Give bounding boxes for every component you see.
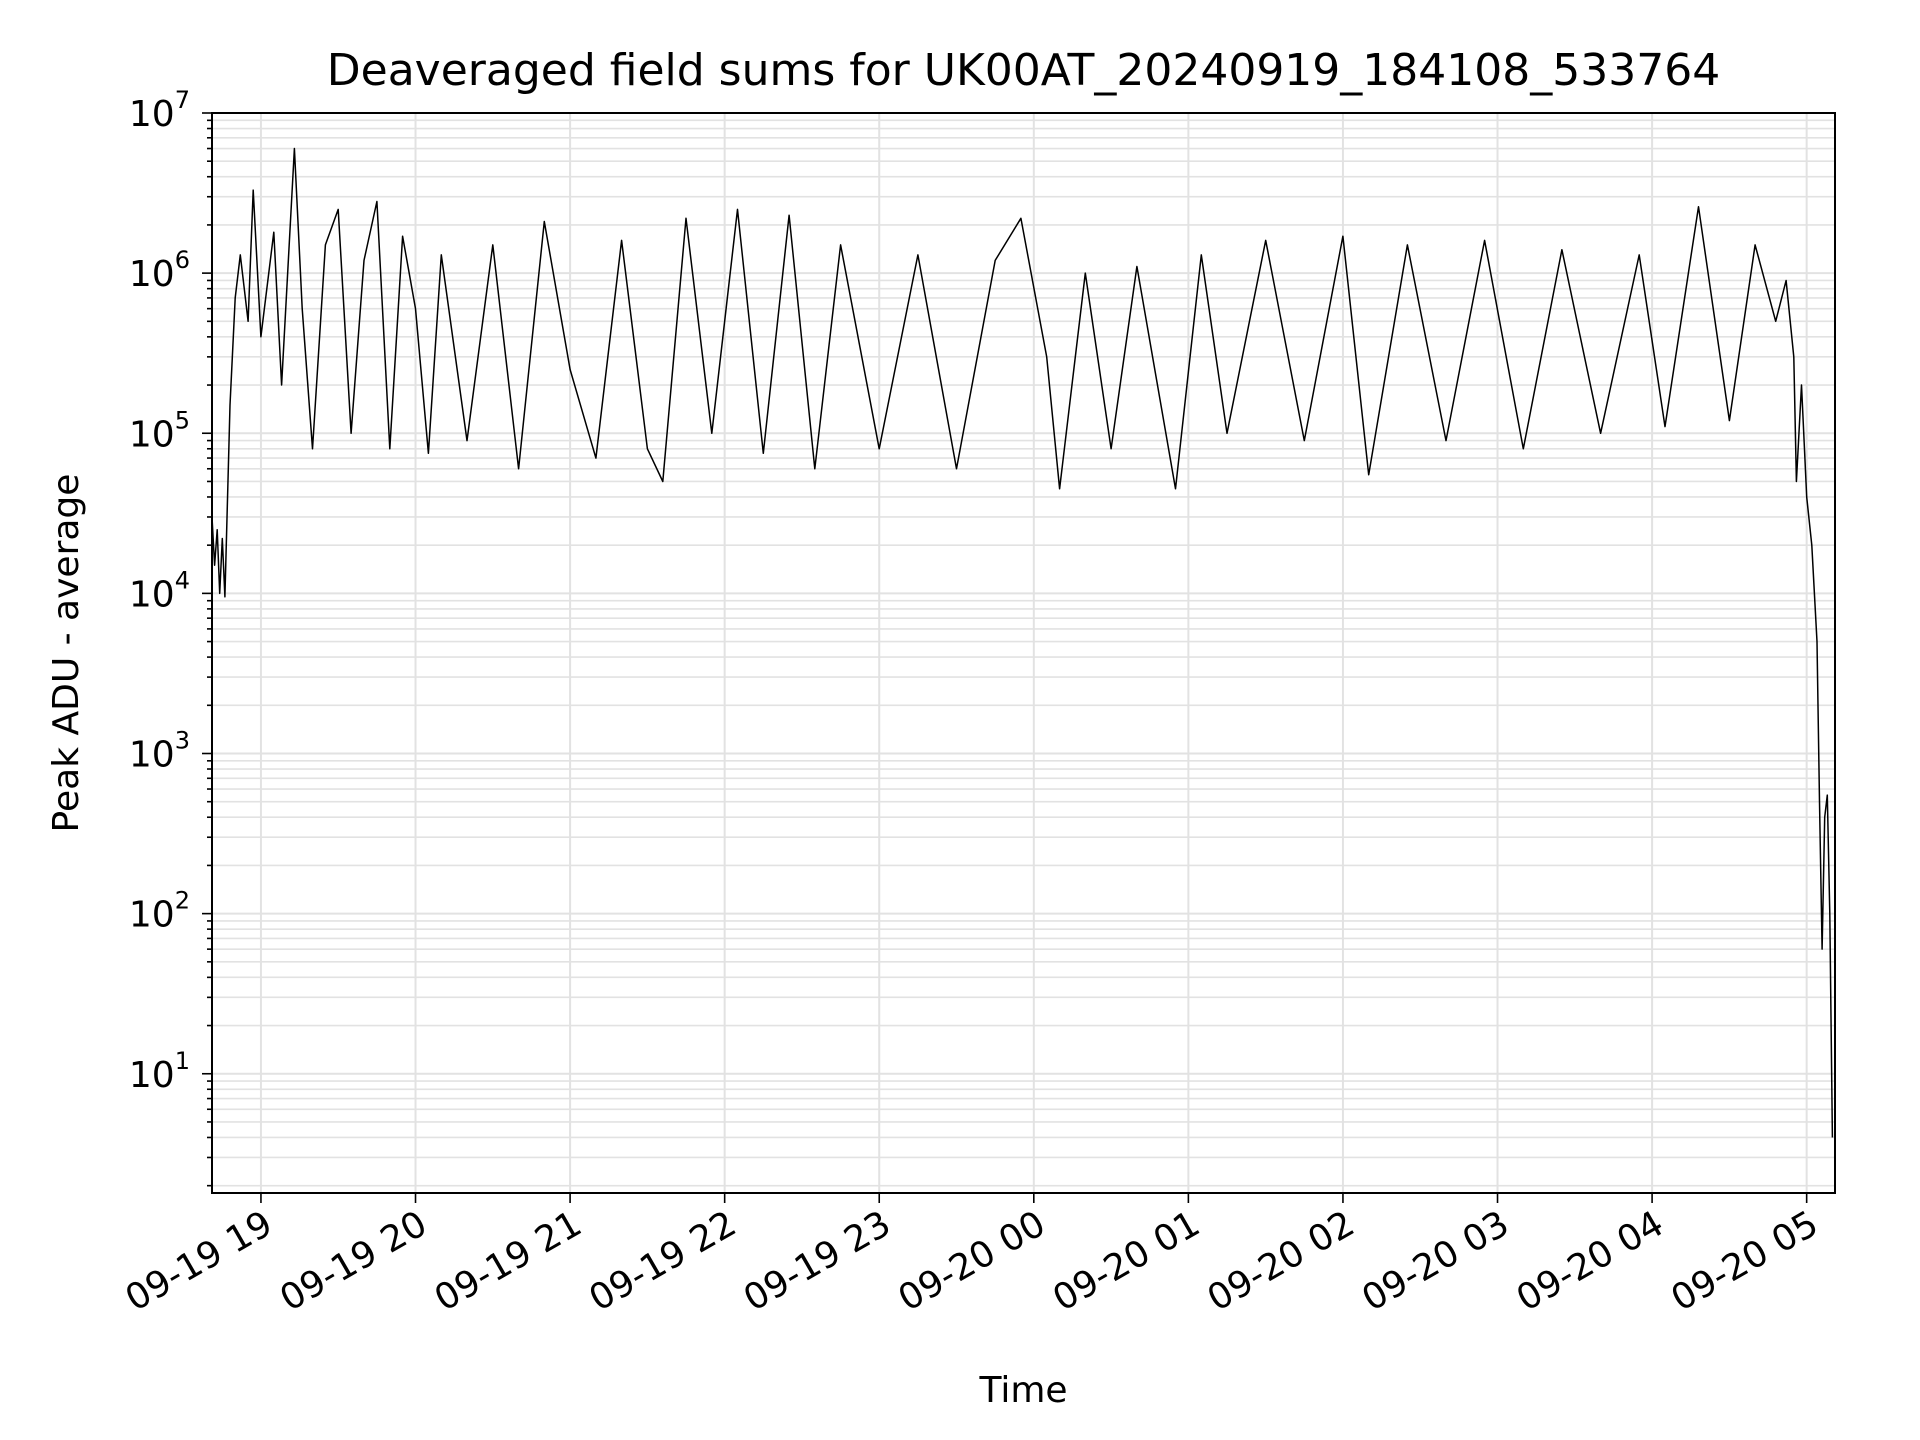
y-tick-label: 103 bbox=[129, 727, 190, 776]
y-tick-label: 102 bbox=[129, 887, 190, 936]
plot-layer bbox=[211, 147, 1834, 1138]
y-axis-label: Peak ADU - average bbox=[46, 474, 87, 833]
y-tick-label: 104 bbox=[129, 566, 190, 615]
plot-frame bbox=[211, 112, 1836, 1194]
y-tick-label: 101 bbox=[129, 1047, 190, 1096]
grid-layer bbox=[212, 112, 1835, 1193]
y-tick-label: 107 bbox=[129, 86, 190, 135]
y-tick-label: 106 bbox=[129, 246, 190, 295]
x-axis-label: Time bbox=[978, 1370, 1067, 1411]
chart-title: Deaveraged field sums for UK00AT_2024091… bbox=[327, 45, 1720, 96]
series-line bbox=[211, 147, 1834, 1138]
y-tick-label: 105 bbox=[129, 406, 190, 455]
